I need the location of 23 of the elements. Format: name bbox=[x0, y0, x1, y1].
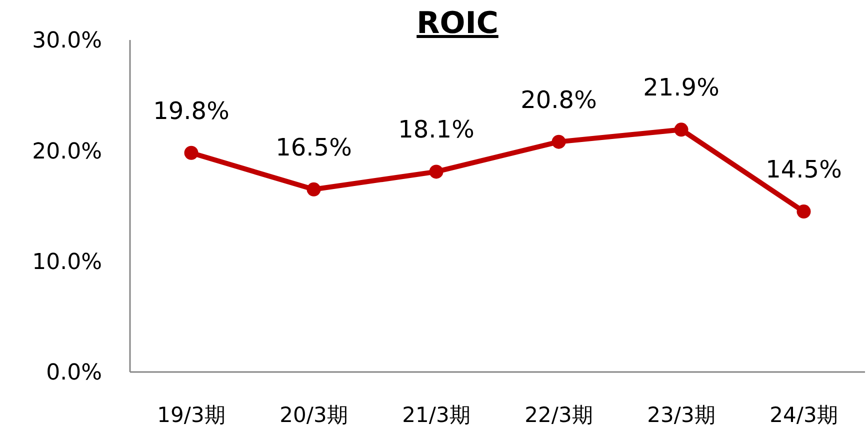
x-tick-label: 23/3期 bbox=[647, 403, 716, 427]
point bbox=[184, 146, 198, 160]
data-label: 14.5% bbox=[766, 156, 842, 184]
y-tick-label: 30.0% bbox=[32, 28, 102, 54]
x-tick-label: 19/3期 bbox=[157, 403, 226, 427]
data-label: 21.9% bbox=[643, 74, 720, 102]
x-tick-label: 22/3期 bbox=[524, 403, 593, 427]
x-tick-label: 24/3期 bbox=[770, 403, 838, 427]
point bbox=[674, 122, 688, 137]
y-tick-label: 0.0% bbox=[46, 360, 102, 386]
data-label: 16.5% bbox=[276, 133, 352, 162]
data-label: 19.8% bbox=[153, 96, 230, 125]
point bbox=[429, 164, 444, 179]
point bbox=[306, 182, 321, 196]
data-label: 18.1% bbox=[398, 116, 474, 144]
chart-title: ROIC bbox=[416, 6, 498, 41]
point bbox=[552, 134, 566, 149]
point bbox=[796, 204, 811, 219]
x-tick-label: 20/3期 bbox=[280, 403, 348, 427]
x-tick-label: 21/3期 bbox=[402, 403, 470, 427]
y-tick-label: 10.0% bbox=[32, 250, 102, 276]
data-label: 20.8% bbox=[520, 86, 597, 114]
y-tick-label: 20.0% bbox=[32, 139, 102, 164]
